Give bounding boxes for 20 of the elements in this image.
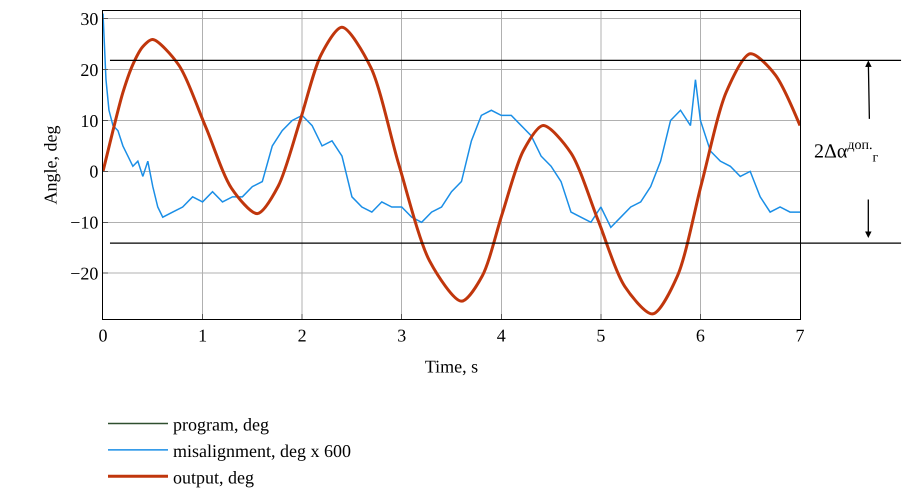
line-series [103, 26, 800, 316]
x-tick-label: 2 [298, 326, 307, 346]
y-tick-label: 0 [89, 162, 98, 182]
x-tick-label: 6 [696, 326, 705, 346]
legend-label: program, deg [173, 414, 269, 434]
line-series [103, 12, 800, 228]
x-tick-label: 4 [496, 326, 506, 346]
y-tick-label: 30 [80, 8, 98, 29]
legend-label: misalignment, deg x 600 [173, 440, 351, 461]
x-tick-label: 1 [198, 326, 208, 346]
legend-label: output, deg [173, 467, 254, 488]
y-tick-label: 20 [80, 60, 98, 80]
x-tick-label: 7 [796, 326, 804, 346]
y-tick-label: −10 [70, 212, 98, 233]
y-tick-label: −20 [70, 263, 98, 284]
y-tick-label: 10 [80, 110, 98, 131]
y-axis-title: Angle, deg [40, 126, 60, 204]
x-tick-label: 5 [596, 326, 606, 346]
x-axis-title: Time, s [424, 356, 478, 377]
x-tick-label: 3 [397, 326, 406, 346]
